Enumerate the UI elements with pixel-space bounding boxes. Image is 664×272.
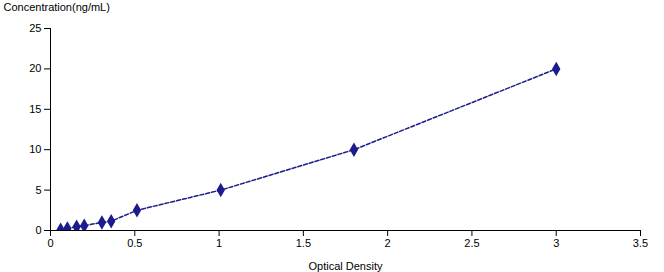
svg-text:20: 20 [29,62,41,74]
svg-text:Optical Density: Optical Density [309,260,383,272]
svg-text:0: 0 [35,224,41,236]
svg-text:15: 15 [29,103,41,115]
svg-text:2: 2 [385,237,391,249]
svg-text:Concentration(ng/mL): Concentration(ng/mL) [4,1,110,13]
svg-text:3.5: 3.5 [633,237,648,249]
svg-text:5: 5 [35,184,41,196]
svg-text:0.5: 0.5 [127,237,142,249]
svg-text:1: 1 [216,237,222,249]
svg-text:2.5: 2.5 [464,237,479,249]
svg-text:0: 0 [47,237,53,249]
svg-text:3: 3 [553,237,559,249]
svg-text:1.5: 1.5 [296,237,311,249]
svg-text:10: 10 [29,143,41,155]
svg-text:25: 25 [29,22,41,34]
